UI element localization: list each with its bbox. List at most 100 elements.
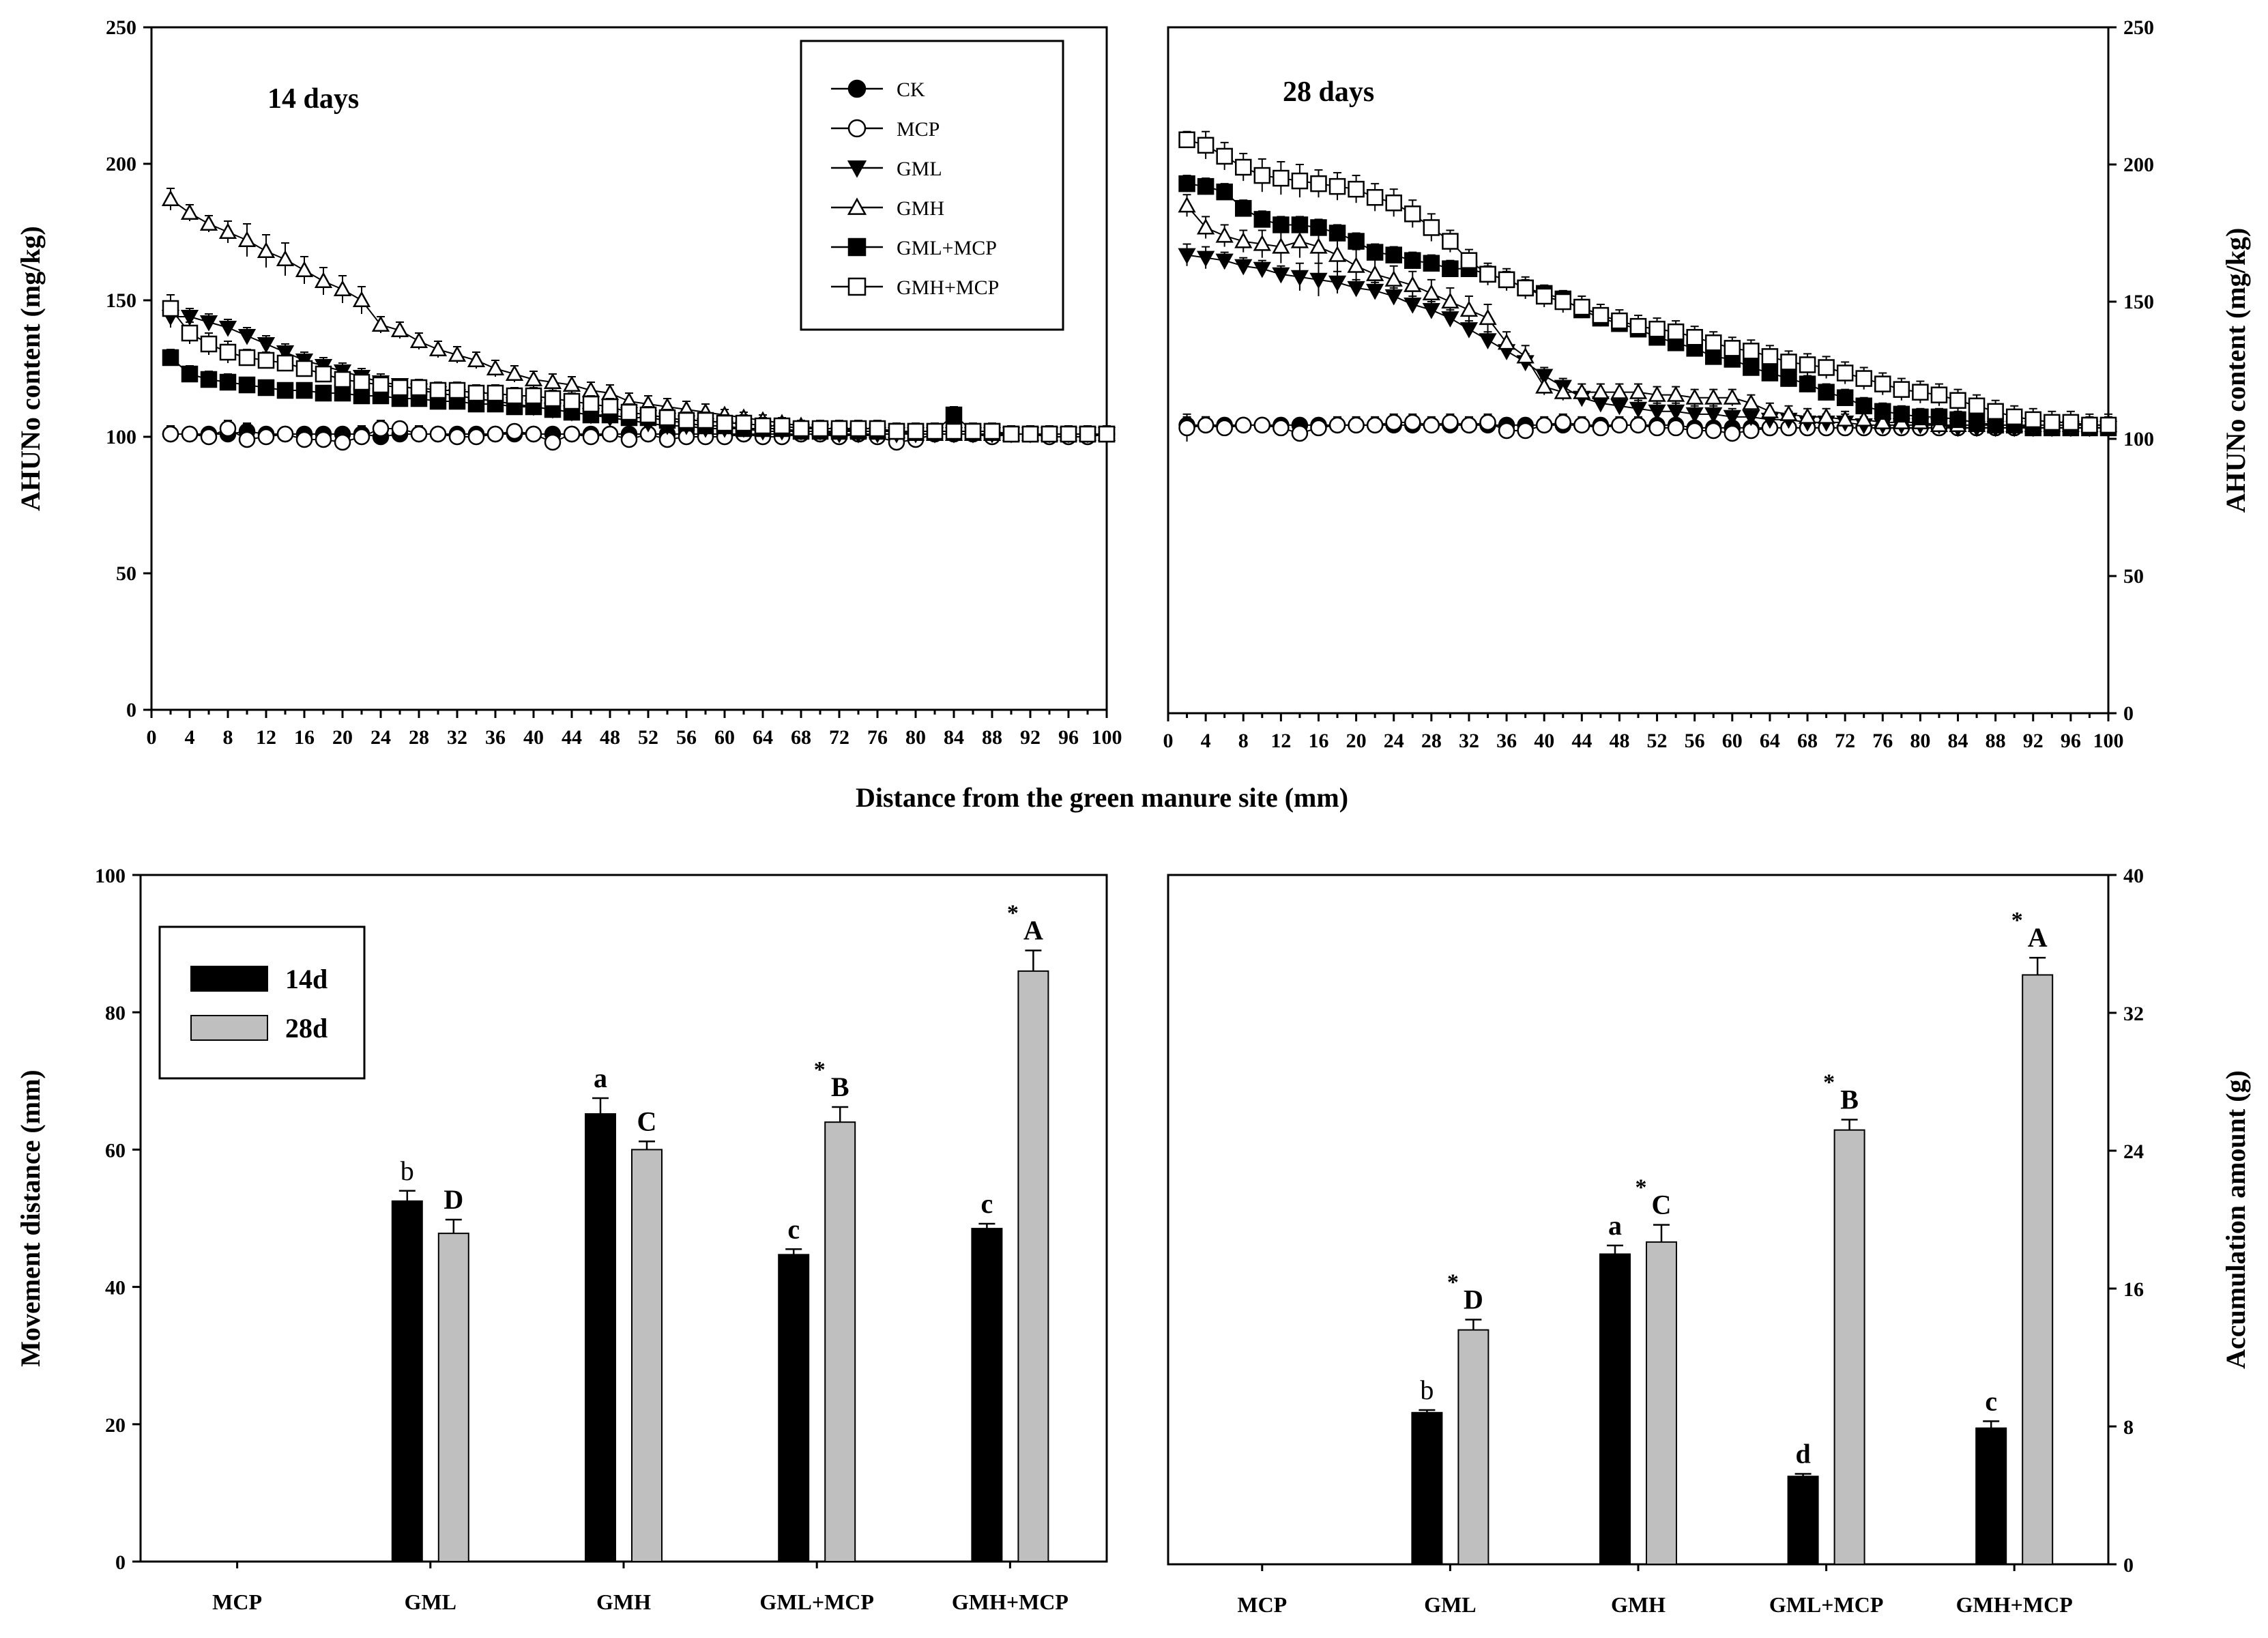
x-tick-label: 60 bbox=[714, 726, 735, 749]
legend-box bbox=[158, 925, 366, 1080]
y-tick-label: 250 bbox=[2123, 16, 2154, 39]
y-axis-label: AHUNo content (mg/kg) bbox=[2220, 228, 2251, 513]
x-tick-label: 8 bbox=[1238, 730, 1249, 752]
data-point bbox=[1704, 407, 1723, 424]
data-point bbox=[1818, 384, 1835, 401]
x-tick-label: 96 bbox=[2061, 730, 2081, 752]
data-point bbox=[1836, 410, 1855, 427]
y-tick-label: 200 bbox=[106, 153, 136, 175]
bar bbox=[1599, 1253, 1631, 1565]
data-point bbox=[1273, 169, 1290, 187]
data-point bbox=[353, 373, 370, 391]
data-point bbox=[582, 395, 600, 413]
data-point bbox=[1253, 261, 1271, 278]
data-point bbox=[1836, 364, 1854, 382]
data-point bbox=[295, 261, 314, 278]
data-point bbox=[219, 373, 237, 391]
data-point bbox=[1366, 265, 1384, 281]
significance-letter: A bbox=[2028, 922, 2048, 953]
data-point bbox=[410, 379, 428, 397]
data-point bbox=[237, 231, 257, 248]
data-point bbox=[295, 382, 313, 399]
data-point bbox=[1704, 388, 1723, 405]
x-tick-label: 44 bbox=[562, 726, 582, 749]
data-point bbox=[1309, 238, 1328, 254]
bar bbox=[1646, 1241, 1677, 1565]
x-tick-label: 60 bbox=[1722, 730, 1743, 752]
legend-label: 28d bbox=[285, 1013, 328, 1044]
data-point bbox=[1291, 172, 1309, 190]
data-point bbox=[1272, 267, 1290, 284]
data-point bbox=[409, 332, 428, 349]
x-tick-label: 92 bbox=[1020, 726, 1041, 749]
data-point bbox=[1648, 320, 1666, 338]
x-tick-label: 4 bbox=[1201, 730, 1211, 752]
x-tick-label: 68 bbox=[791, 726, 811, 749]
data-point bbox=[1666, 404, 1685, 421]
data-point bbox=[162, 425, 179, 443]
bar bbox=[2022, 974, 2054, 1565]
data-point bbox=[199, 214, 218, 231]
data-point bbox=[945, 422, 963, 440]
data-point bbox=[1648, 386, 1666, 402]
data-point bbox=[333, 280, 352, 297]
shared-x-axis-label: Distance from the green manure site (mm) bbox=[856, 782, 1348, 813]
data-point bbox=[1328, 225, 1346, 242]
data-point bbox=[238, 431, 256, 448]
data-point bbox=[1060, 425, 1077, 443]
data-point bbox=[1798, 407, 1817, 424]
x-tick-label: 68 bbox=[1797, 730, 1818, 752]
data-point bbox=[1234, 200, 1252, 217]
data-point bbox=[1667, 323, 1685, 341]
data-point bbox=[1611, 312, 1628, 330]
data-point bbox=[218, 222, 237, 240]
data-point bbox=[1460, 416, 1478, 434]
data-point bbox=[1216, 147, 1233, 165]
data-point bbox=[1253, 167, 1271, 184]
data-point bbox=[1686, 422, 1703, 440]
data-point bbox=[1021, 425, 1039, 443]
data-point bbox=[1573, 298, 1590, 316]
y-tick-label: 8 bbox=[2123, 1416, 2134, 1439]
data-point bbox=[1554, 414, 1572, 431]
x-tick-label: 4 bbox=[185, 726, 195, 749]
category-label: GMH bbox=[1611, 1592, 1666, 1617]
data-point bbox=[1930, 386, 1948, 403]
bar-group-28d: B* bbox=[814, 1057, 856, 1563]
data-point bbox=[238, 376, 256, 394]
data-point bbox=[1310, 219, 1327, 236]
data-point bbox=[562, 375, 581, 392]
x-tick-label: 72 bbox=[829, 726, 849, 749]
data-point bbox=[1743, 343, 1760, 360]
bar-group-14d: c bbox=[1975, 1385, 2007, 1565]
data-point bbox=[1348, 180, 1365, 198]
y-tick-label: 50 bbox=[116, 562, 136, 585]
y-tick-label: 40 bbox=[2123, 865, 2144, 887]
data-point bbox=[1442, 260, 1459, 278]
data-point bbox=[486, 425, 504, 443]
bar-group-28d: D* bbox=[1447, 1269, 1489, 1565]
data-point bbox=[505, 364, 524, 382]
y-tick-label: 16 bbox=[2123, 1278, 2144, 1301]
data-point bbox=[1459, 300, 1479, 317]
data-point bbox=[1423, 416, 1440, 434]
data-point bbox=[1517, 279, 1534, 297]
panel-line-14-days: 0 4 8 12 16 20 24 28 32 36 40 44 48 52 56 60 64 68 72 76 80 8… bbox=[15, 16, 1122, 749]
data-point bbox=[1404, 276, 1422, 292]
x-tick-label: 20 bbox=[332, 726, 353, 749]
data-point bbox=[1704, 334, 1722, 351]
data-point bbox=[315, 431, 332, 448]
x-tick-label: 28 bbox=[409, 726, 429, 749]
data-point bbox=[563, 392, 581, 410]
data-point bbox=[1912, 408, 1929, 426]
data-point bbox=[181, 425, 199, 443]
data-point bbox=[1592, 419, 1610, 437]
x-tick-label: 28 bbox=[1421, 730, 1442, 752]
data-point bbox=[1041, 425, 1058, 443]
y-tick-label: 150 bbox=[2123, 291, 2154, 313]
x-tick-label: 8 bbox=[223, 726, 233, 749]
panel-bar-movement-distance: 0 20 40 60 80 100 Movement distance (mm) MCP GML… bbox=[15, 865, 1108, 1614]
significance-letter: c bbox=[1985, 1385, 1997, 1416]
x-tick-label: 48 bbox=[1609, 730, 1629, 752]
